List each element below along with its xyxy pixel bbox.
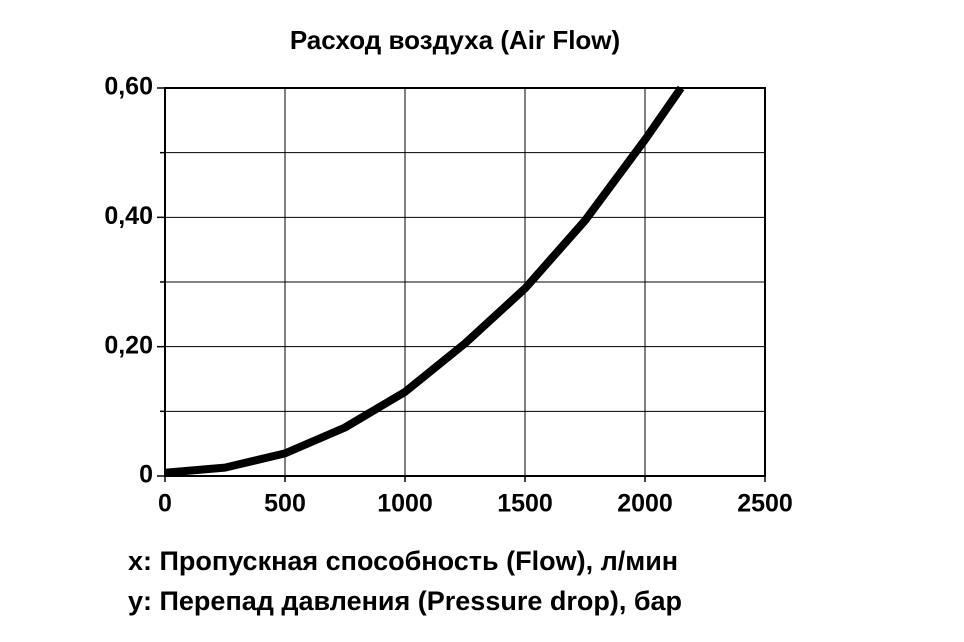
- y-tick-label: 0: [139, 461, 153, 489]
- x-tick-label: 1500: [497, 490, 553, 518]
- x-tick-label: 1000: [377, 490, 433, 518]
- x-axis-label: x: Пропускная способность (Flow), л/мин: [128, 546, 678, 576]
- plot-frame: [164, 87, 766, 477]
- chart-title: Расход воздуха (Air Flow): [290, 25, 620, 55]
- y-axis-label: y: Перепад давления (Pressure drop), бар: [128, 586, 682, 616]
- y-tick-label: 0,60: [104, 73, 153, 101]
- x-tick-label: 2000: [617, 490, 673, 518]
- x-tick-label: 500: [264, 490, 306, 518]
- y-tick-label: 0,40: [104, 202, 153, 230]
- x-tick-label: 2500: [737, 490, 793, 518]
- x-tick-label: 0: [158, 490, 172, 518]
- y-tick-label: 0,20: [104, 331, 153, 359]
- data-line: [164, 85, 685, 477]
